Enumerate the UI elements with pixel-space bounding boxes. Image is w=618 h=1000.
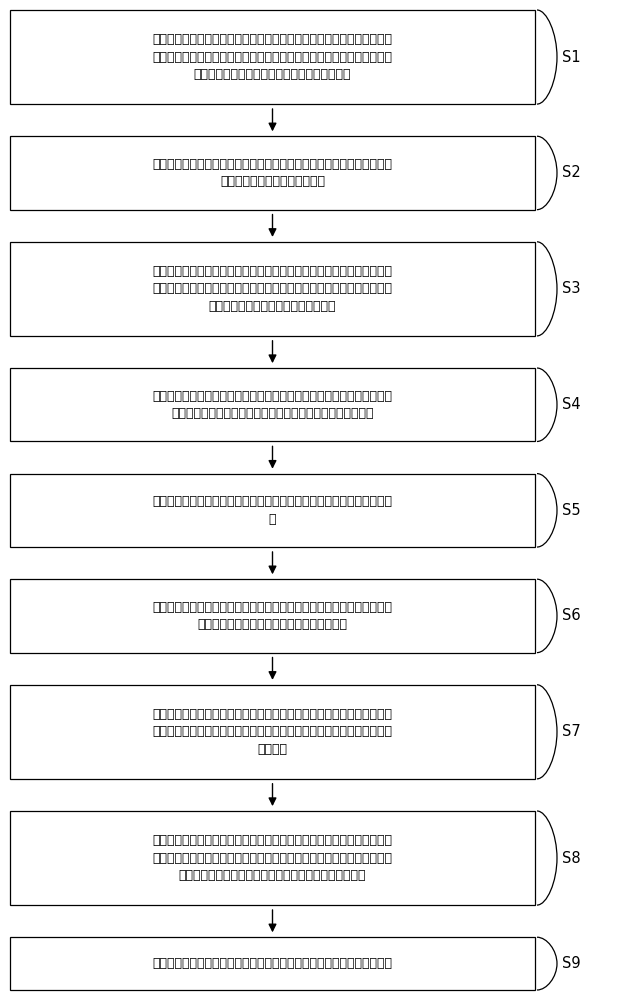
Text: S7: S7	[562, 724, 581, 739]
Bar	[10, 811, 535, 905]
Text: S6: S6	[562, 608, 581, 623]
Bar	[10, 937, 535, 990]
Text: S5: S5	[562, 503, 581, 518]
Text: S3: S3	[562, 281, 580, 296]
Bar	[10, 579, 535, 653]
Text: 供半导体基底，所述半导体基底包括相对的第一表面及第二表面，在所述
半导体基底的第一表面形成第一凹槽及第二凹槽，所述第二凹槽位于所述
第一凹槽的外侧，并与所述第一: 供半导体基底，所述半导体基底包括相对的第一表面及第二表面，在所述 半导体基底的第…	[153, 33, 392, 81]
Bar	[10, 242, 535, 336]
Bar	[10, 10, 535, 104]
Text: S4: S4	[562, 397, 581, 412]
Text: 在所述通孔底部的所述键合基底的第一表面形成第一电极，并在所述半导
体基底的第二表面形成第二电极，所述第二电极位于所述通孔与所述第一
凹槽之间: 在所述通孔底部的所述键合基底的第一表面形成第一电极，并在所述半导 体基底的第二表…	[153, 708, 392, 756]
Text: S2: S2	[562, 165, 581, 180]
Text: 在所述半导体基底的第二表面对应于所述光纤安装孔的位置形成光学增透
膜: 在所述半导体基底的第二表面对应于所述光纤安装孔的位置形成光学增透 膜	[153, 495, 392, 526]
Text: 在所述键合基底内对应于所述第三凹槽的区域形成贯通所述第三凹槽的光
纤安装孔，且所述光纤安装孔对应于所述第一凹槽之间的区域: 在所述键合基底内对应于所述第三凹槽的区域形成贯通所述第三凹槽的光 纤安装孔，且所…	[153, 390, 392, 420]
Bar	[10, 136, 535, 210]
Text: 在所述中心质量块的下表面对应于所述光学增透膜的位置形成光学高反膜: 在所述中心质量块的下表面对应于所述光学增透膜的位置形成光学高反膜	[153, 957, 392, 970]
Text: 提供键合基底，所述键合基底包括相对的第一表面及第二表面，在所述键
合基底的第一表面形成第三凹槽: 提供键合基底，所述键合基底包括相对的第一表面及第二表面，在所述键 合基底的第一表…	[153, 158, 392, 188]
Text: S8: S8	[562, 851, 581, 866]
Bar	[10, 368, 535, 441]
Text: 依据所述第二凹槽刻蚀所述半导体基底，以形成贯穿所述半导体基底的通
孔，所述通孔暴露出所述键合基底的第一表面: 依据所述第二凹槽刻蚀所述半导体基底，以形成贯穿所述半导体基底的通 孔，所述通孔暴…	[153, 601, 392, 631]
Text: S1: S1	[562, 50, 581, 65]
Text: 依据所述第一凹槽刻蚀所述半导体基底，以释放可动质量块结构，所述可
动质量块结构包括：中心质量块、位于所述中心质量块上表面的光学增透
膜及将所述中心质量块与所述半: 依据所述第一凹槽刻蚀所述半导体基底，以释放可动质量块结构，所述可 动质量块结构包…	[153, 834, 392, 882]
Text: S9: S9	[562, 956, 581, 971]
Bar	[10, 474, 535, 547]
Bar	[10, 685, 535, 779]
Text: 将所述半导体基底与所述键合基底键合，所述半导体基底的第一表面及所
述键合基底的第一表面为键合面，以在所述半导体基底与所述键合基底之
间形成由所述第三凹槽构成的空: 将所述半导体基底与所述键合基底键合，所述半导体基底的第一表面及所 述键合基底的第…	[153, 265, 392, 313]
